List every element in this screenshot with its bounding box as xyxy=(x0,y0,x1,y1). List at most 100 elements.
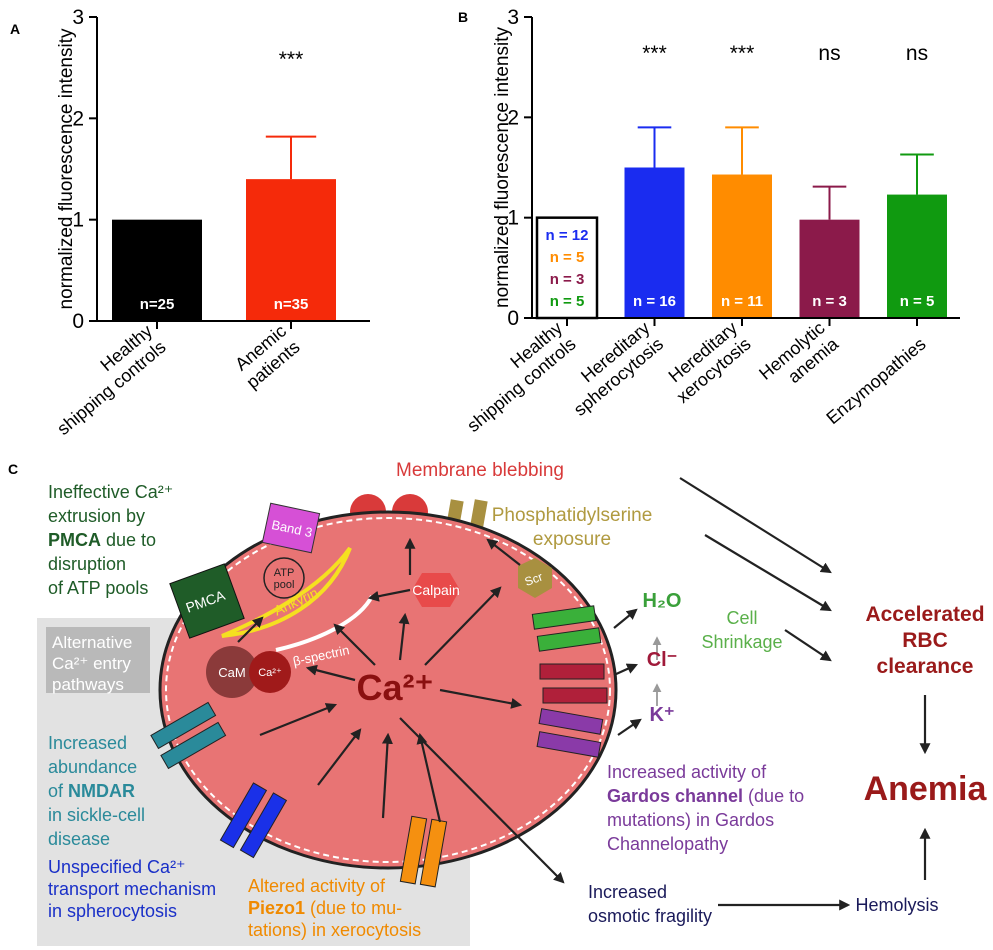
panel-label: B xyxy=(458,9,468,25)
diagram-shapes xyxy=(37,477,931,946)
channel xyxy=(150,701,217,750)
diagram-text: pool xyxy=(274,579,295,591)
diagram-text: Increased xyxy=(588,882,667,902)
y-tick-label: 1 xyxy=(507,207,519,230)
n-label: n = 3 xyxy=(550,271,585,288)
diagram-text: Unspecified Ca²⁺ xyxy=(48,857,186,877)
n-label: n = 16 xyxy=(633,293,676,310)
diagram-text: Cell xyxy=(726,608,757,628)
diagram-text: of ATP pools xyxy=(48,578,148,598)
y-tick-label: 3 xyxy=(72,6,84,29)
diagram-text: K⁺ xyxy=(650,704,675,726)
significance: *** xyxy=(730,42,755,65)
x-tick-label: Healthyshipping controls xyxy=(40,321,170,439)
diagram-text: Accelerated xyxy=(865,603,984,626)
text-segment: of xyxy=(48,781,68,801)
diagram-text: Piezo1 (due to mu- xyxy=(248,898,402,918)
n-label: n=35 xyxy=(274,296,309,313)
channel xyxy=(160,721,227,770)
y-tick-label: 2 xyxy=(72,107,84,130)
diagram-text: clearance xyxy=(877,655,974,678)
diagram-text: Cl⁻ xyxy=(647,649,678,671)
calpain xyxy=(412,573,460,607)
diagram-text: pathways xyxy=(52,675,124,694)
diagram-text: PMCA due to xyxy=(48,530,156,550)
panel-label: A xyxy=(10,21,20,37)
bar xyxy=(887,194,947,318)
channel xyxy=(219,782,268,849)
diagram-text: Hemolysis xyxy=(855,895,938,915)
n-label: n = 3 xyxy=(812,293,847,310)
diagram-text: disease xyxy=(48,829,110,849)
diagram-text: extrusion by xyxy=(48,506,145,526)
significance: *** xyxy=(642,42,667,65)
x-tick-label: Healthyshipping controls xyxy=(450,318,580,436)
channel xyxy=(536,627,602,652)
text-segment: Piezo1 xyxy=(248,898,305,918)
x-tick-label: Hereditaryspherocytosis xyxy=(556,318,667,420)
bar xyxy=(624,167,685,318)
diagram-text: Calpain xyxy=(412,582,459,598)
bar xyxy=(535,216,599,320)
diagram-text: mutations) in Gardos xyxy=(607,810,774,830)
diagram-text: Increased xyxy=(48,733,127,753)
diagram-text: Anemia xyxy=(864,770,988,808)
diagram-text: of NMDAR xyxy=(48,781,135,801)
diagram-text: tations) in xerocytosis xyxy=(248,920,421,940)
y-tick-label: 3 xyxy=(507,6,519,29)
channel xyxy=(536,731,602,758)
diagram-text: CaM xyxy=(218,665,245,680)
n-label: n = 12 xyxy=(546,227,589,244)
bar xyxy=(712,174,772,318)
channel xyxy=(538,708,604,735)
diagram-text: Increased activity of xyxy=(607,762,767,782)
diagram-text: in spherocytosis xyxy=(48,901,177,921)
n-label: n = 5 xyxy=(900,293,935,310)
y-axis-label: normalized fluorescence intensity xyxy=(492,27,513,308)
n-label: n = 5 xyxy=(550,293,585,310)
scr xyxy=(518,558,552,598)
diagram-text: in sickle-cell xyxy=(48,805,145,825)
diagram-text: Altered activity of xyxy=(248,876,386,896)
text-segment: (due to xyxy=(743,786,804,806)
diagram-text: Channelopathy xyxy=(607,834,728,854)
cell-inner xyxy=(165,517,611,863)
diagram-text: C xyxy=(8,461,18,477)
channel xyxy=(539,663,605,680)
diagram-text: ATP xyxy=(274,567,295,579)
x-tick-label: Hemolyticanemia xyxy=(755,317,843,400)
bar xyxy=(112,219,202,321)
arrows xyxy=(237,477,931,911)
diagram-text: Ca²⁺ xyxy=(258,667,282,679)
diagram-text: Ineffective Ca²⁺ xyxy=(48,482,173,502)
diagram-text: Ca²⁺ entry xyxy=(52,654,131,673)
diagram-text: Phosphatidylserine xyxy=(492,505,653,526)
significance: ns xyxy=(818,42,840,65)
diagram-text: Shrinkage xyxy=(701,632,782,652)
diagram-text: H₂O xyxy=(643,590,682,612)
n-label: n = 5 xyxy=(550,249,585,266)
channel xyxy=(531,605,597,630)
diagram-text: Gardos channel (due to xyxy=(607,786,804,806)
y-axis-label: normalized fluorescence intensity xyxy=(56,28,77,309)
diagram-text: Ca²⁺ xyxy=(356,667,433,708)
n-label: n = 11 xyxy=(721,293,763,310)
cam xyxy=(206,646,258,698)
diagram-text: exposure xyxy=(533,529,611,550)
channel xyxy=(239,792,288,859)
text-segment: Gardos channel xyxy=(607,786,743,806)
channel xyxy=(399,815,428,885)
significance: *** xyxy=(279,48,304,71)
diagram-text: RBC xyxy=(902,629,948,652)
ankyrin-shape xyxy=(221,546,352,638)
diagram-text: osmotic fragility xyxy=(588,906,712,926)
y-tick-label: 2 xyxy=(507,106,519,129)
ca-bound xyxy=(249,651,291,693)
text-segment: NMDAR xyxy=(68,781,135,801)
alt-entry-box xyxy=(46,627,150,693)
diagram-text: Alternative xyxy=(52,633,132,652)
bar xyxy=(799,219,860,318)
significance: ns xyxy=(906,42,928,65)
text-segment: due to xyxy=(101,530,156,550)
